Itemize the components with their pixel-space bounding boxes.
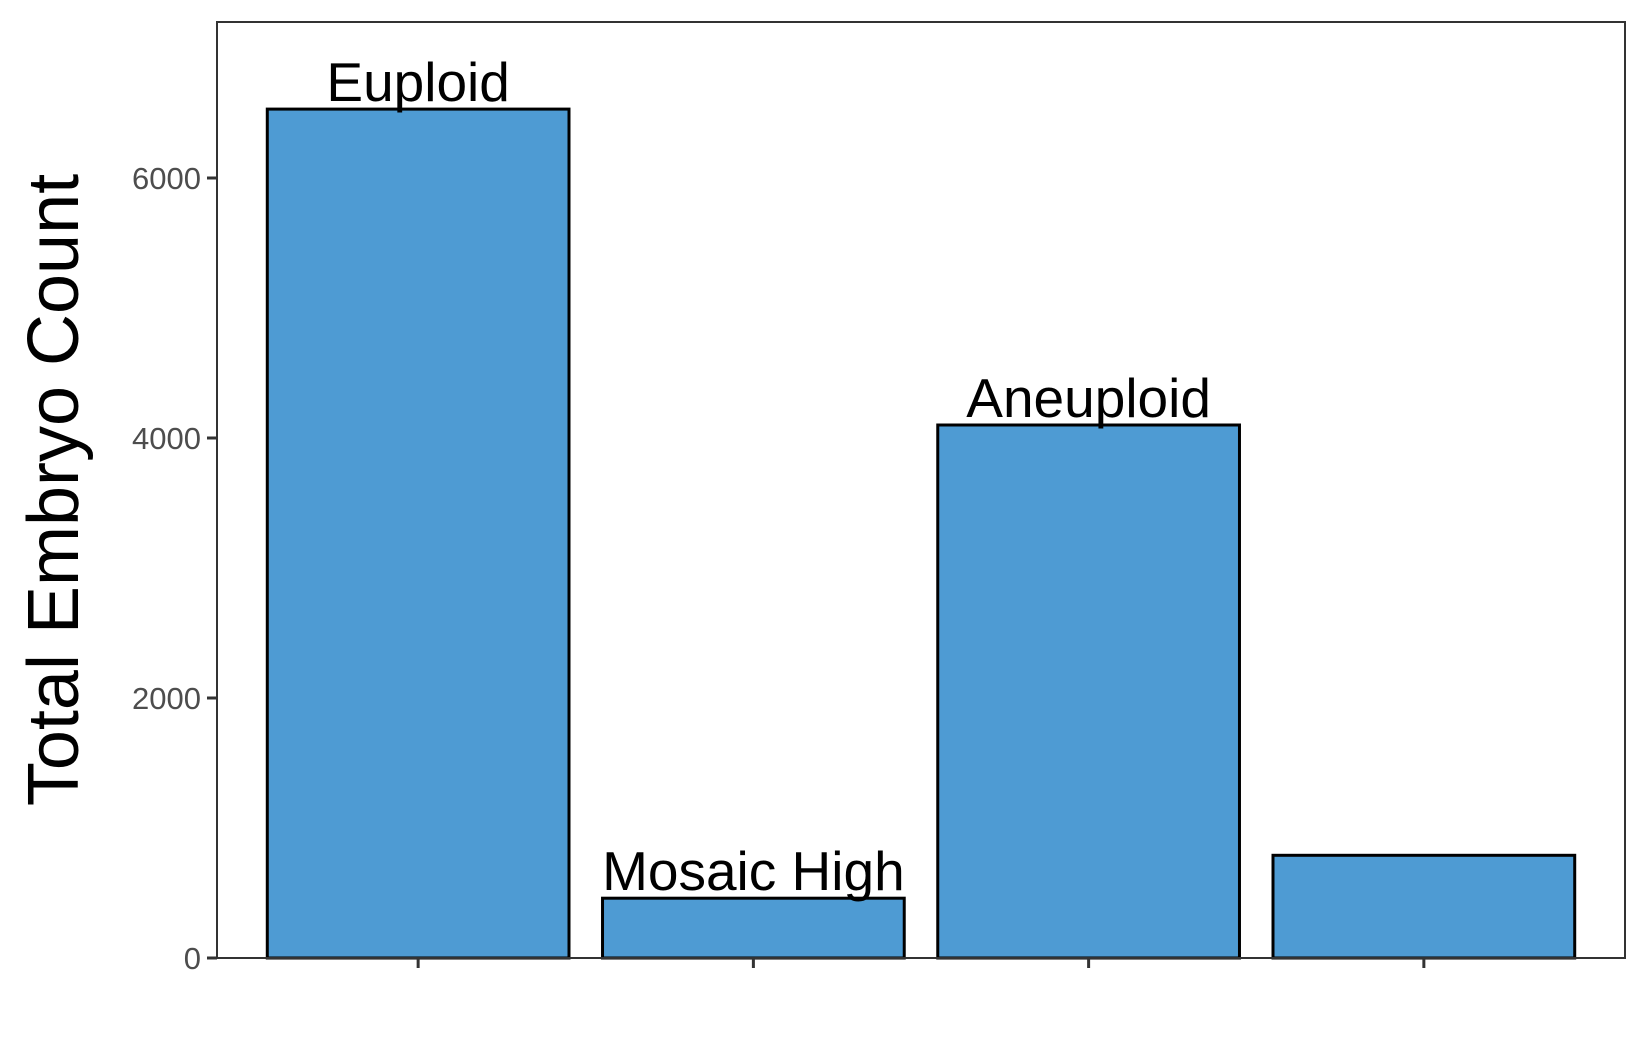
plot-panel-border	[216, 21, 1626, 959]
x-axis	[416, 958, 1426, 968]
bar-label-2: Mosaic High	[602, 840, 905, 902]
y-tick-label-2: 2000	[132, 681, 201, 716]
y-tick-label-4: 6000	[132, 161, 201, 196]
y-axis: 0 2000 4000 6000	[132, 161, 217, 976]
y-tick-label-3: 4000	[132, 421, 201, 456]
bar-3	[936, 423, 1241, 960]
y-axis-title: Total Embryo Count	[14, 174, 94, 806]
bar-labels-layer: Euploid Mosaic High Aneuploid	[326, 51, 1211, 902]
bar-label-3: Aneuploid	[966, 367, 1211, 429]
bar-1	[265, 107, 571, 960]
bar-label-1: Euploid	[326, 51, 509, 113]
bars-layer	[265, 107, 1577, 960]
bar-2	[601, 896, 906, 960]
y-tick-label-1: 0	[184, 941, 201, 976]
bar-4	[1271, 853, 1577, 960]
